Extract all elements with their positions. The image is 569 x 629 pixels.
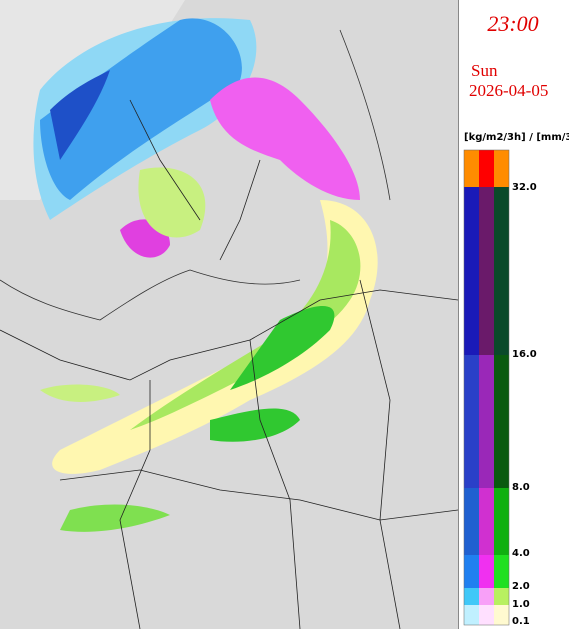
precip-heavy-snow xyxy=(50,70,110,160)
map xyxy=(0,0,459,629)
swatch xyxy=(464,605,479,625)
legend-colorbar xyxy=(463,149,510,626)
legend-label: 32.0 xyxy=(512,182,537,193)
coastline xyxy=(0,29,391,321)
legend-label: 8.0 xyxy=(512,482,530,493)
swatch xyxy=(479,355,494,488)
swatch xyxy=(494,150,509,187)
swatch xyxy=(494,555,509,588)
legend-label: 2.0 xyxy=(512,581,530,592)
swatch xyxy=(464,355,479,488)
legend-label: 0.1 xyxy=(512,616,530,627)
swatch xyxy=(479,488,494,555)
swatch xyxy=(464,588,479,605)
swatch xyxy=(494,605,509,625)
legend-title: [kg/m2/3h] / [mm/3h] xyxy=(464,132,569,143)
swatch xyxy=(479,605,494,625)
time: 23:00 xyxy=(487,11,538,36)
legend-label: 16.0 xyxy=(512,349,537,360)
precip-moderate-rain-2 xyxy=(210,408,300,442)
precip-light-rain xyxy=(138,167,206,238)
swatch xyxy=(464,488,479,555)
swatch xyxy=(479,187,494,355)
swatch xyxy=(464,150,479,187)
borders xyxy=(0,99,459,629)
precip-west xyxy=(40,384,120,402)
legend-label: 1.0 xyxy=(512,599,530,610)
precip-mixed xyxy=(210,77,360,200)
swatch xyxy=(479,150,494,187)
swatch xyxy=(464,187,479,355)
precip-snow xyxy=(40,18,242,201)
swatch xyxy=(494,488,509,555)
precip-moderate-rain xyxy=(230,306,335,390)
day: Sun xyxy=(471,61,498,80)
date: 2026-04-05 xyxy=(469,81,548,100)
swatch xyxy=(479,555,494,588)
legend-label: 4.0 xyxy=(512,548,530,559)
swatch xyxy=(464,555,479,588)
colorbar-frame xyxy=(463,149,510,626)
swatch xyxy=(494,355,509,488)
precip-alps xyxy=(60,504,170,532)
swatch xyxy=(494,187,509,355)
swatch xyxy=(494,588,509,605)
swatch xyxy=(479,588,494,605)
